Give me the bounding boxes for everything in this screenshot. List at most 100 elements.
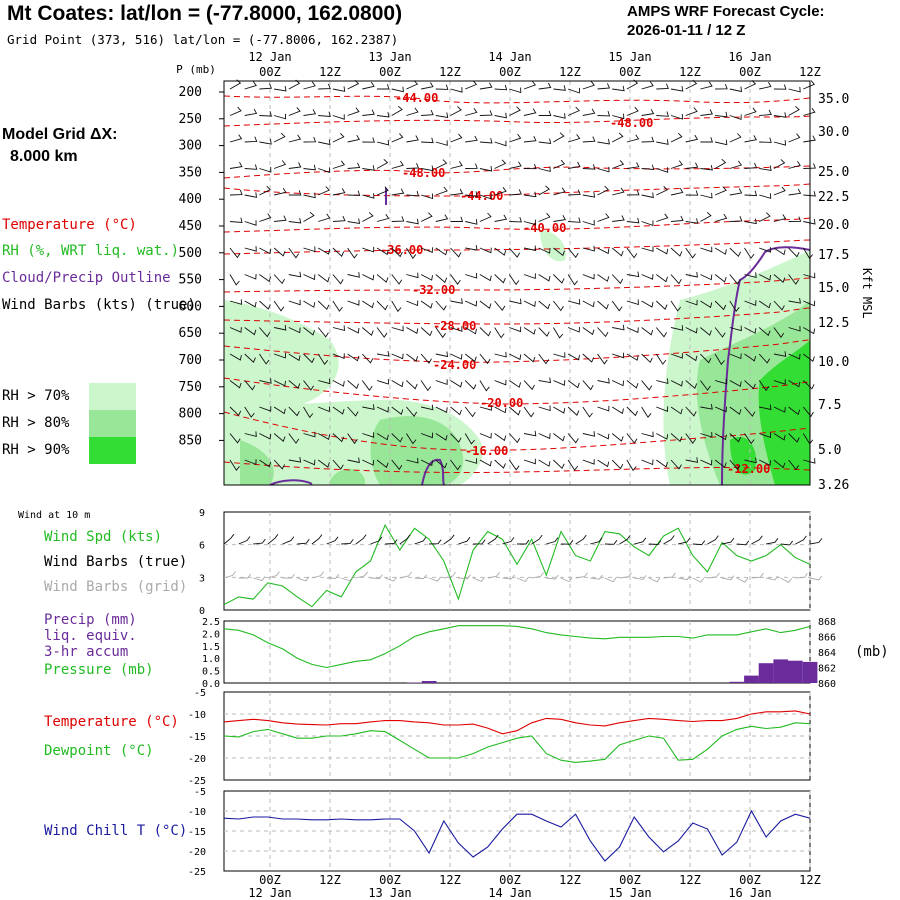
surface-wind-barb: [604, 540, 618, 545]
wind-barb: [611, 406, 624, 415]
wind-barb: [421, 165, 434, 172]
wind-barb: [244, 81, 257, 90]
wind-barb: [244, 136, 258, 143]
wind-barb: [685, 247, 696, 259]
wind-barb: [406, 433, 417, 445]
wind-barb: [420, 459, 433, 467]
wind-barb: [538, 433, 551, 440]
surface-wind-barb: [370, 536, 383, 545]
wind-barb: [288, 134, 302, 143]
wind-barb: [670, 187, 684, 196]
grid-wind-barb: [443, 571, 456, 579]
wind-barb: [244, 164, 258, 170]
wind-barb: [508, 459, 520, 471]
wind-barb: [317, 274, 330, 283]
wind-barb: [714, 406, 727, 413]
wind-barb: [229, 274, 240, 286]
wind-barb: [567, 326, 580, 333]
wind-barb: [406, 218, 419, 225]
surface-wind-barb: [809, 538, 823, 545]
surface-wind-barb: [531, 534, 543, 545]
wind-barb: [479, 212, 492, 222]
height-tick-label: 12.5: [818, 316, 849, 331]
wind-barb: [538, 377, 552, 384]
surface-wind-barb: [648, 540, 662, 545]
wind-barb: [494, 187, 507, 196]
wind-barb: [494, 459, 506, 469]
wind-barb: [229, 459, 240, 471]
surface-wind-barb: [736, 540, 750, 546]
temperature-ytick-label: -5: [194, 688, 206, 699]
wind-barb: [450, 188, 464, 196]
wind-barb: [715, 83, 728, 90]
wind-barb: [273, 160, 287, 169]
wind-barb: [362, 137, 375, 143]
wind-barb: [332, 406, 345, 415]
dewpoint-line: [223, 722, 811, 763]
wind-barb: [508, 433, 521, 444]
wind-barb: [332, 188, 346, 196]
wind-barb: [670, 132, 683, 143]
wind-barb: [465, 219, 478, 225]
wind-barb: [729, 325, 742, 332]
surface-wind-barb: [546, 537, 559, 545]
wind-barb: [626, 406, 639, 417]
wind-barb: [744, 433, 755, 445]
wind-barb: [420, 274, 433, 281]
temperature-contour-label: -36.00: [380, 243, 423, 257]
temperature-ytick-label: -25: [188, 776, 206, 787]
wind-barb: [670, 353, 683, 359]
wind-barb: [376, 300, 388, 311]
precip-bar: [407, 682, 422, 683]
wind-barb: [759, 81, 772, 90]
wind-barb: [259, 378, 272, 384]
wind-ytick-label: 3: [199, 573, 205, 584]
legend-temp-meteogram: Temperature (°C): [44, 714, 179, 730]
wind-barb: [538, 110, 552, 116]
wind-barb: [538, 247, 551, 254]
temperature-contour-label: -44.00: [395, 91, 438, 105]
wind-barb: [420, 380, 432, 392]
wind-barb: [288, 218, 302, 224]
wind-barb: [759, 193, 772, 199]
wind-barb: [244, 431, 257, 437]
precip-bar: [788, 660, 803, 683]
surface-wind-barb: [678, 537, 691, 545]
temperature-contour-label: -16.00: [465, 444, 508, 458]
wind-barb: [803, 191, 816, 197]
legend-precip: Precip (mm): [44, 612, 137, 628]
legend-temperature: Temperature (°C): [2, 217, 137, 233]
wind-barb: [582, 164, 596, 170]
wind-barb: [332, 86, 346, 92]
wind-barb: [626, 106, 639, 116]
grid-wind-barb: [590, 574, 603, 580]
pressure-tick-label: 650: [179, 326, 202, 341]
wind-barb: [656, 247, 669, 255]
wind-barb: [318, 167, 331, 174]
wind-barb: [229, 161, 243, 169]
wind-barb: [582, 219, 595, 226]
surface-wind-barb: [223, 533, 235, 545]
wind-barb: [553, 247, 565, 257]
wind-barb: [700, 353, 712, 364]
surface-wind-barb: [267, 534, 279, 545]
wind-barb: [773, 214, 787, 222]
wind-barb: [288, 299, 301, 306]
wind-barb: [714, 274, 727, 283]
wind-barb: [450, 433, 462, 443]
wind-barb: [538, 82, 552, 90]
wind-barb: [803, 163, 816, 169]
wind-barb: [700, 404, 713, 410]
wind-barb: [435, 84, 449, 90]
wind-barb: [244, 273, 257, 280]
wind-barb: [553, 187, 566, 196]
surface-wind-barb: [414, 536, 427, 545]
height-tick-label: 25.0: [818, 165, 849, 180]
height-tick-label: 17.5: [818, 248, 849, 263]
wind-barb: [597, 213, 610, 222]
wind-barb: [568, 217, 581, 223]
wind-barb: [509, 106, 521, 116]
surface-wind-barb: [707, 535, 719, 545]
grid-wind-barb: [282, 573, 295, 579]
wind-barb: [508, 247, 521, 258]
